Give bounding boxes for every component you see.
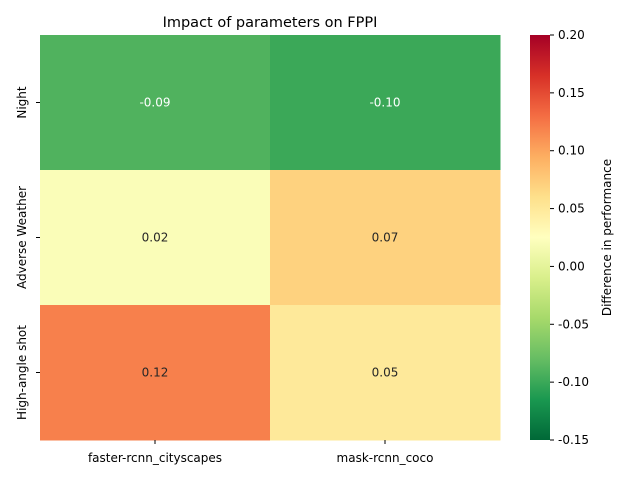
colorbar-label: Difference in performance xyxy=(600,159,614,316)
colorbar-gradient xyxy=(530,35,550,440)
colorbar-tick-label: -0.15 xyxy=(558,433,589,447)
chart-title: Impact of parameters on FPPI xyxy=(163,15,378,31)
y-tick-label: High-angle shot xyxy=(15,325,29,420)
heatmap-cell xyxy=(270,170,501,306)
x-tick-label: faster-rcnn_cityscapes xyxy=(88,451,222,465)
cell-value-label: 0.02 xyxy=(142,231,169,245)
y-tick-label: Night xyxy=(15,86,29,119)
cell-value-label: 0.07 xyxy=(372,231,399,245)
heatmap-cell xyxy=(270,35,501,171)
colorbar-tick-label: 0.10 xyxy=(558,144,585,158)
colorbar-tick-label: -0.05 xyxy=(558,317,589,331)
colorbar-tick-label: -0.10 xyxy=(558,375,589,389)
colorbar-tick-label: 0.05 xyxy=(558,202,585,216)
colorbar-tick-label: 0.00 xyxy=(558,259,585,273)
colorbar: -0.15 -0.10 -0.05 0.00 0.05 0.10 0.15 0.20 xyxy=(530,28,589,447)
heatmap-cell-labels: -0.09 -0.10 0.02 0.07 0.12 0.05 xyxy=(139,96,400,380)
heatmap-cell xyxy=(40,170,271,306)
cell-value-label: 0.12 xyxy=(142,366,169,380)
x-tick-label: mask-rcnn_coco xyxy=(337,451,434,465)
heatmap-cell xyxy=(270,305,501,441)
y-axis: Night Adverse Weather High-angle shot xyxy=(15,86,40,420)
colorbar-tick-label: 0.20 xyxy=(558,28,585,42)
heatmap-cells xyxy=(40,35,501,441)
cell-value-label: 0.05 xyxy=(372,366,399,380)
cell-value-label: -0.10 xyxy=(369,96,400,110)
x-axis: faster-rcnn_cityscapes mask-rcnn_coco xyxy=(88,440,434,465)
heatmap-cell xyxy=(40,305,271,441)
cell-value-label: -0.09 xyxy=(139,96,170,110)
colorbar-tick-label: 0.15 xyxy=(558,86,585,100)
y-tick-label: Adverse Weather xyxy=(15,186,29,289)
heatmap-cell xyxy=(40,35,271,171)
